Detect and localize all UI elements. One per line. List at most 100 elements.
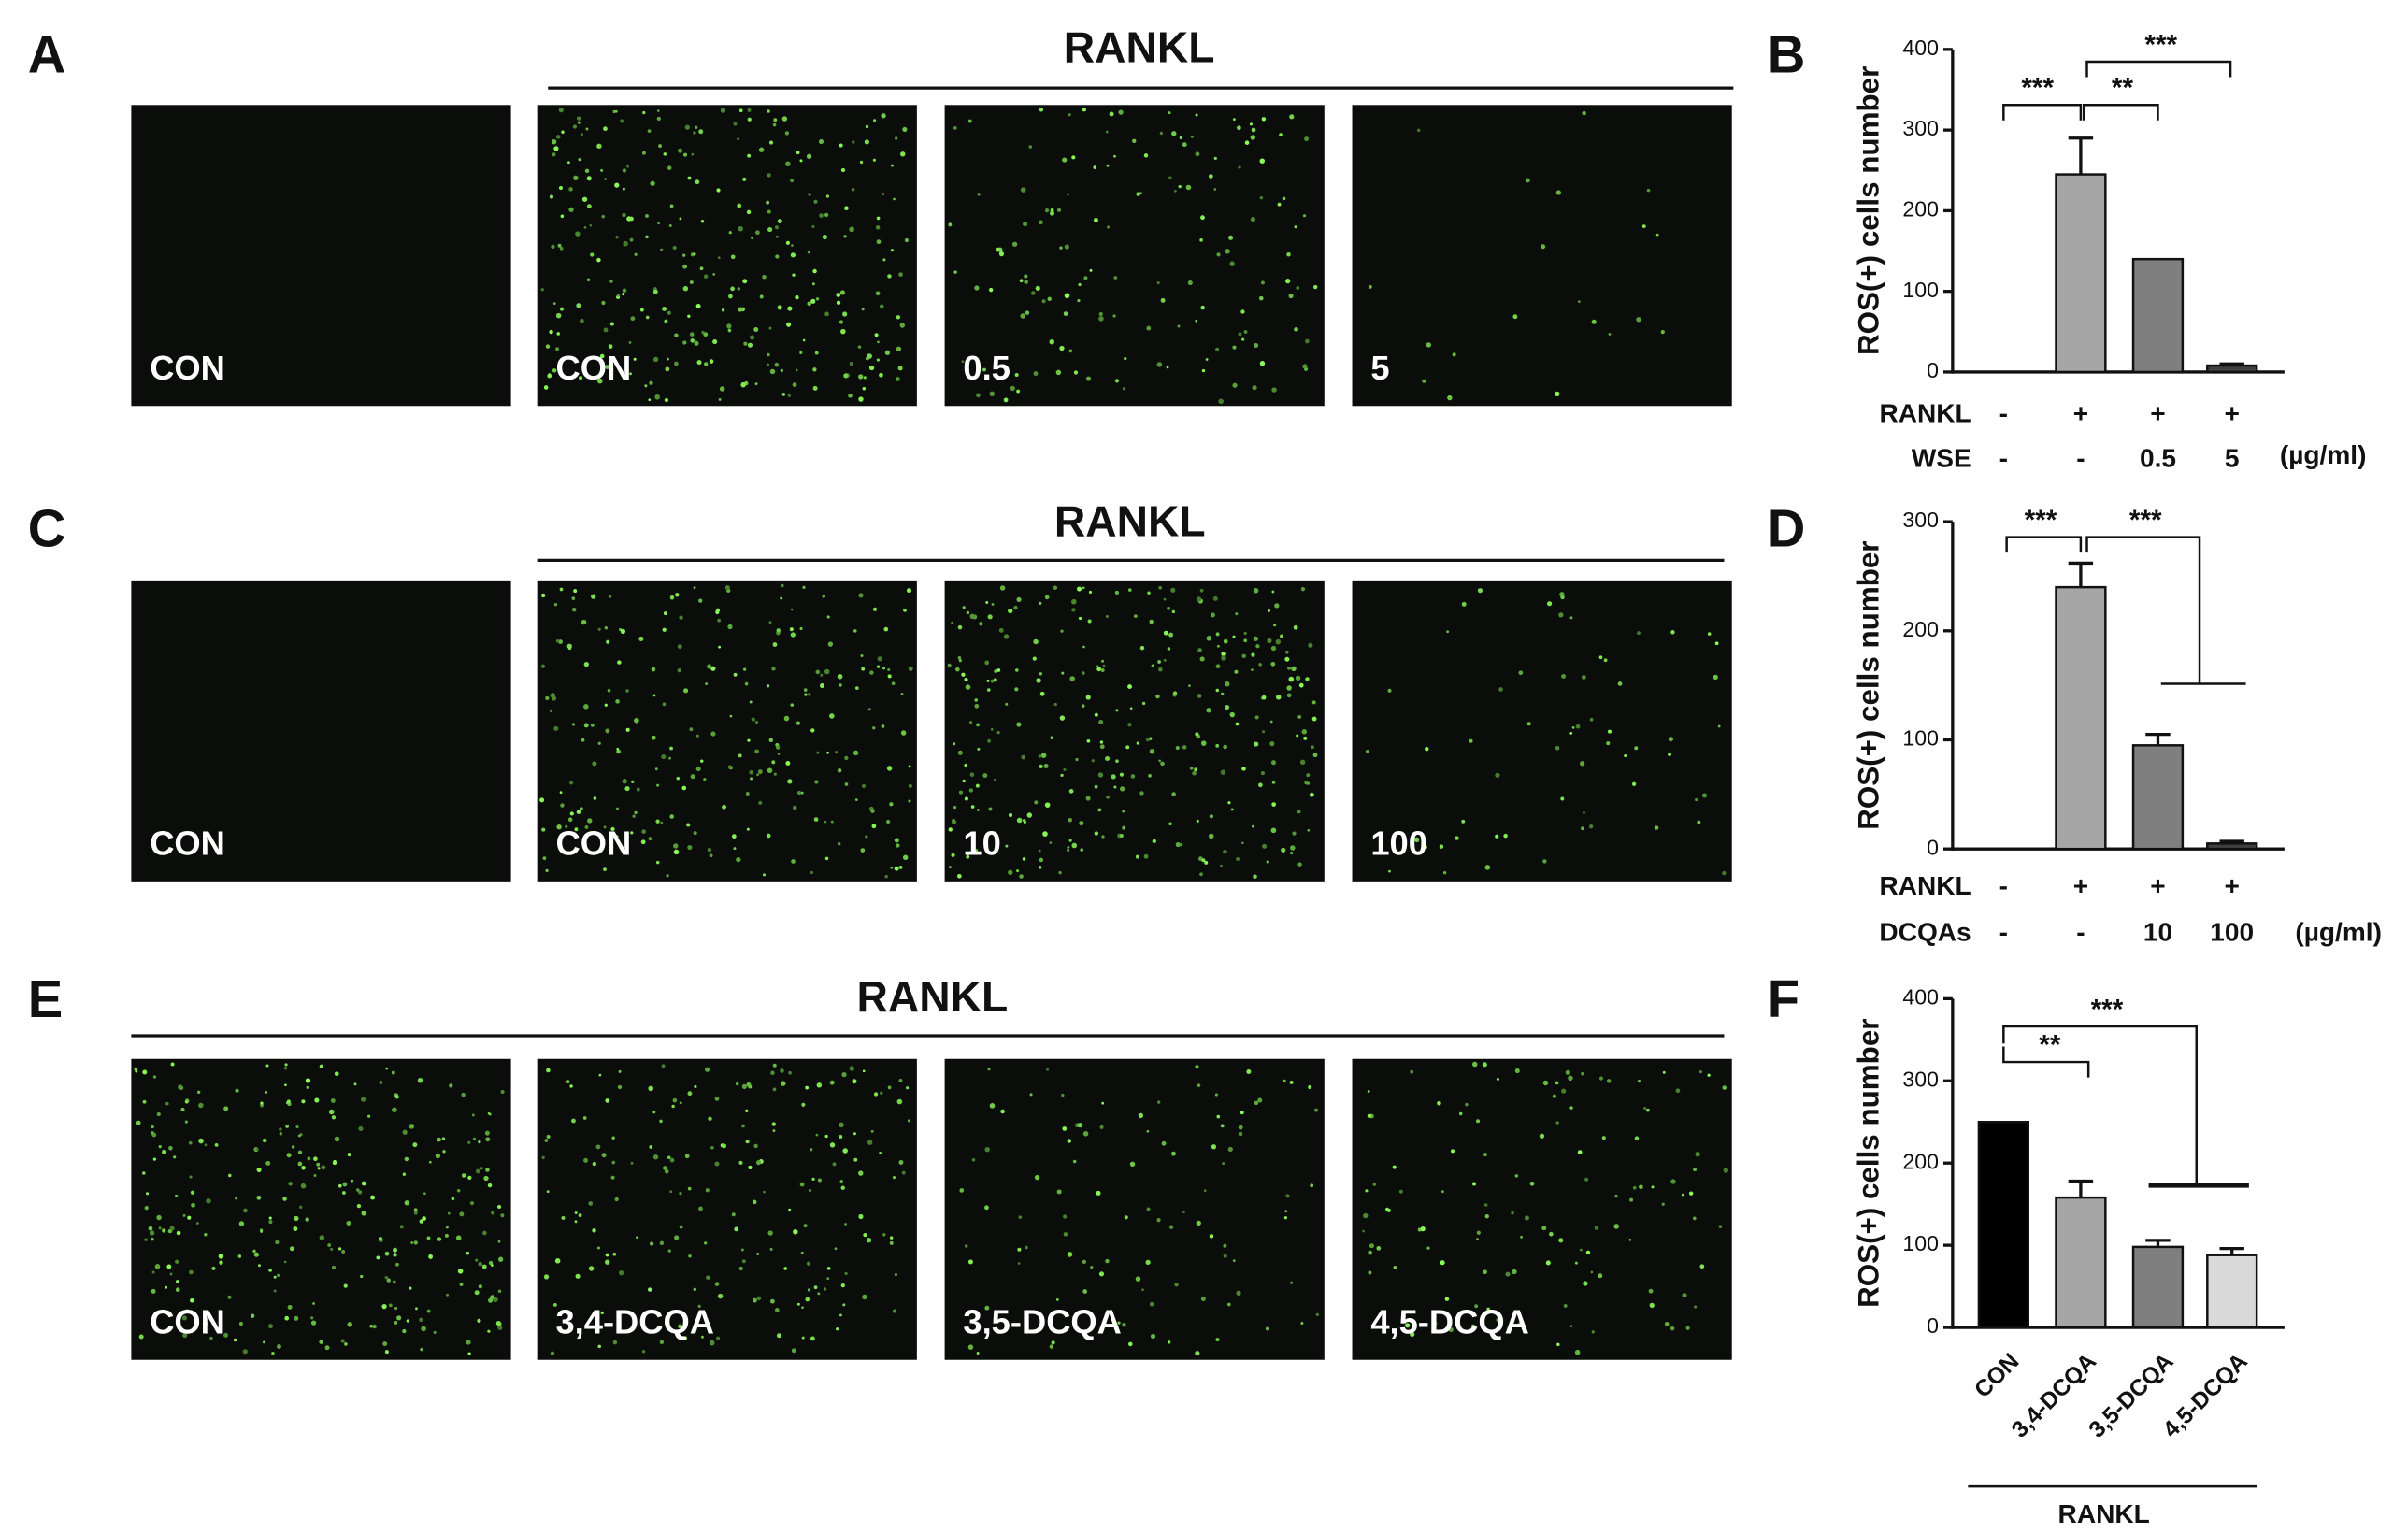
cell-dot bbox=[268, 1324, 274, 1329]
cell-dot bbox=[1591, 319, 1597, 324]
cell-dot bbox=[707, 664, 712, 669]
bar bbox=[1977, 1121, 2029, 1329]
cell-dot bbox=[1607, 729, 1612, 734]
cell-dot bbox=[746, 827, 750, 831]
cell-dot bbox=[731, 1212, 736, 1217]
cell-dot bbox=[714, 1282, 720, 1286]
cell-dot bbox=[832, 1162, 837, 1167]
cell-dot bbox=[319, 1235, 325, 1240]
cell-dot bbox=[838, 143, 843, 148]
cell-dot bbox=[1024, 274, 1028, 279]
cell-dot bbox=[792, 273, 796, 277]
cell-dot bbox=[580, 318, 584, 323]
cell-dot bbox=[1584, 1177, 1589, 1182]
cell-dot bbox=[899, 323, 905, 328]
cell-dot bbox=[1039, 857, 1044, 863]
y-tick-label: 400 bbox=[1902, 36, 1939, 60]
cell-dot bbox=[697, 1304, 701, 1309]
cell-dot bbox=[873, 1092, 879, 1097]
cell-dot bbox=[883, 626, 889, 632]
cell-dot bbox=[1068, 839, 1072, 842]
cell-dot bbox=[1168, 632, 1174, 638]
cell-dot bbox=[612, 109, 616, 114]
cell-dot bbox=[629, 372, 632, 376]
cell-dot bbox=[426, 1236, 431, 1240]
cell-dot bbox=[608, 344, 613, 349]
cell-dot bbox=[485, 1168, 490, 1172]
cell-dot bbox=[853, 1157, 858, 1162]
cell-dot bbox=[1555, 1081, 1559, 1085]
cell-dot bbox=[583, 704, 589, 710]
cell-dot bbox=[1209, 1234, 1214, 1239]
cell-dot bbox=[1294, 225, 1297, 229]
cell-dot bbox=[645, 214, 649, 218]
cell-dot bbox=[1305, 338, 1310, 344]
cell-dot bbox=[1172, 691, 1178, 695]
cell-dot bbox=[842, 1303, 846, 1307]
cell-dot bbox=[668, 756, 671, 760]
cell-dot bbox=[1558, 1238, 1564, 1243]
cell-dot bbox=[551, 138, 557, 145]
cell-dot bbox=[265, 1064, 269, 1068]
cell-dot bbox=[1138, 1112, 1144, 1119]
cell-dot bbox=[1293, 624, 1298, 630]
cell-dot bbox=[648, 1085, 654, 1092]
cell-dot bbox=[1082, 645, 1085, 649]
cell-dot bbox=[898, 866, 903, 869]
cell-dot bbox=[1148, 774, 1152, 778]
cell-dot bbox=[617, 1084, 622, 1090]
cell-dot bbox=[1675, 1088, 1681, 1094]
cell-dot bbox=[879, 372, 883, 378]
cell-dot bbox=[1458, 1111, 1463, 1116]
cell-dot bbox=[1722, 1085, 1727, 1090]
micrograph: CON bbox=[131, 1058, 511, 1360]
cell-dot bbox=[1005, 702, 1009, 706]
cell-dot bbox=[156, 1214, 162, 1221]
cell-dot bbox=[758, 800, 763, 805]
cell-dot bbox=[1073, 370, 1079, 375]
cell-dot bbox=[691, 152, 695, 156]
cell-dot bbox=[612, 1252, 617, 1256]
cell-dot bbox=[1243, 638, 1248, 643]
cell-dot bbox=[673, 849, 680, 855]
cell-dot bbox=[597, 627, 601, 631]
significance-label: *** bbox=[2144, 29, 2177, 60]
cell-dot bbox=[1099, 740, 1104, 744]
micrograph: 100 bbox=[1352, 580, 1732, 882]
cell-dot bbox=[1034, 1174, 1040, 1181]
cell-dot bbox=[873, 119, 877, 122]
cell-dot bbox=[1077, 299, 1081, 303]
cell-dot bbox=[887, 667, 891, 672]
cell-dot bbox=[1023, 222, 1028, 227]
cell-dot bbox=[1056, 1189, 1062, 1195]
cell-dot bbox=[948, 222, 953, 227]
cell-dot bbox=[1143, 153, 1149, 158]
row-label: DCQAs bbox=[1879, 917, 1971, 946]
cell-dot bbox=[437, 1137, 441, 1142]
cell-dot bbox=[1261, 695, 1267, 700]
cell-dot bbox=[817, 1178, 822, 1183]
cell-dot bbox=[1268, 609, 1271, 612]
cell-dot bbox=[1119, 834, 1124, 838]
cell-dot bbox=[561, 1215, 566, 1221]
cell-dot bbox=[869, 670, 874, 675]
image-background bbox=[537, 1058, 917, 1360]
cell-dot bbox=[976, 1352, 980, 1355]
cell-dot bbox=[567, 161, 570, 165]
cell-dot bbox=[1156, 280, 1160, 285]
cell-dot bbox=[1261, 117, 1267, 122]
cell-dot bbox=[1083, 276, 1088, 280]
image-label: CON bbox=[150, 1302, 225, 1340]
cell-dot bbox=[1117, 1321, 1121, 1325]
cell-dot bbox=[1549, 1231, 1554, 1237]
cell-dot bbox=[1222, 1162, 1226, 1166]
cell-dot bbox=[947, 663, 952, 667]
cell-dot bbox=[875, 291, 881, 296]
cell-dot bbox=[1308, 1084, 1312, 1090]
cell-dot bbox=[144, 1238, 148, 1241]
cell-dot bbox=[467, 1175, 472, 1181]
cell-dot bbox=[645, 235, 649, 239]
cell-dot bbox=[953, 805, 957, 810]
cell-dot bbox=[829, 1080, 835, 1085]
cell-dot bbox=[1196, 819, 1199, 823]
